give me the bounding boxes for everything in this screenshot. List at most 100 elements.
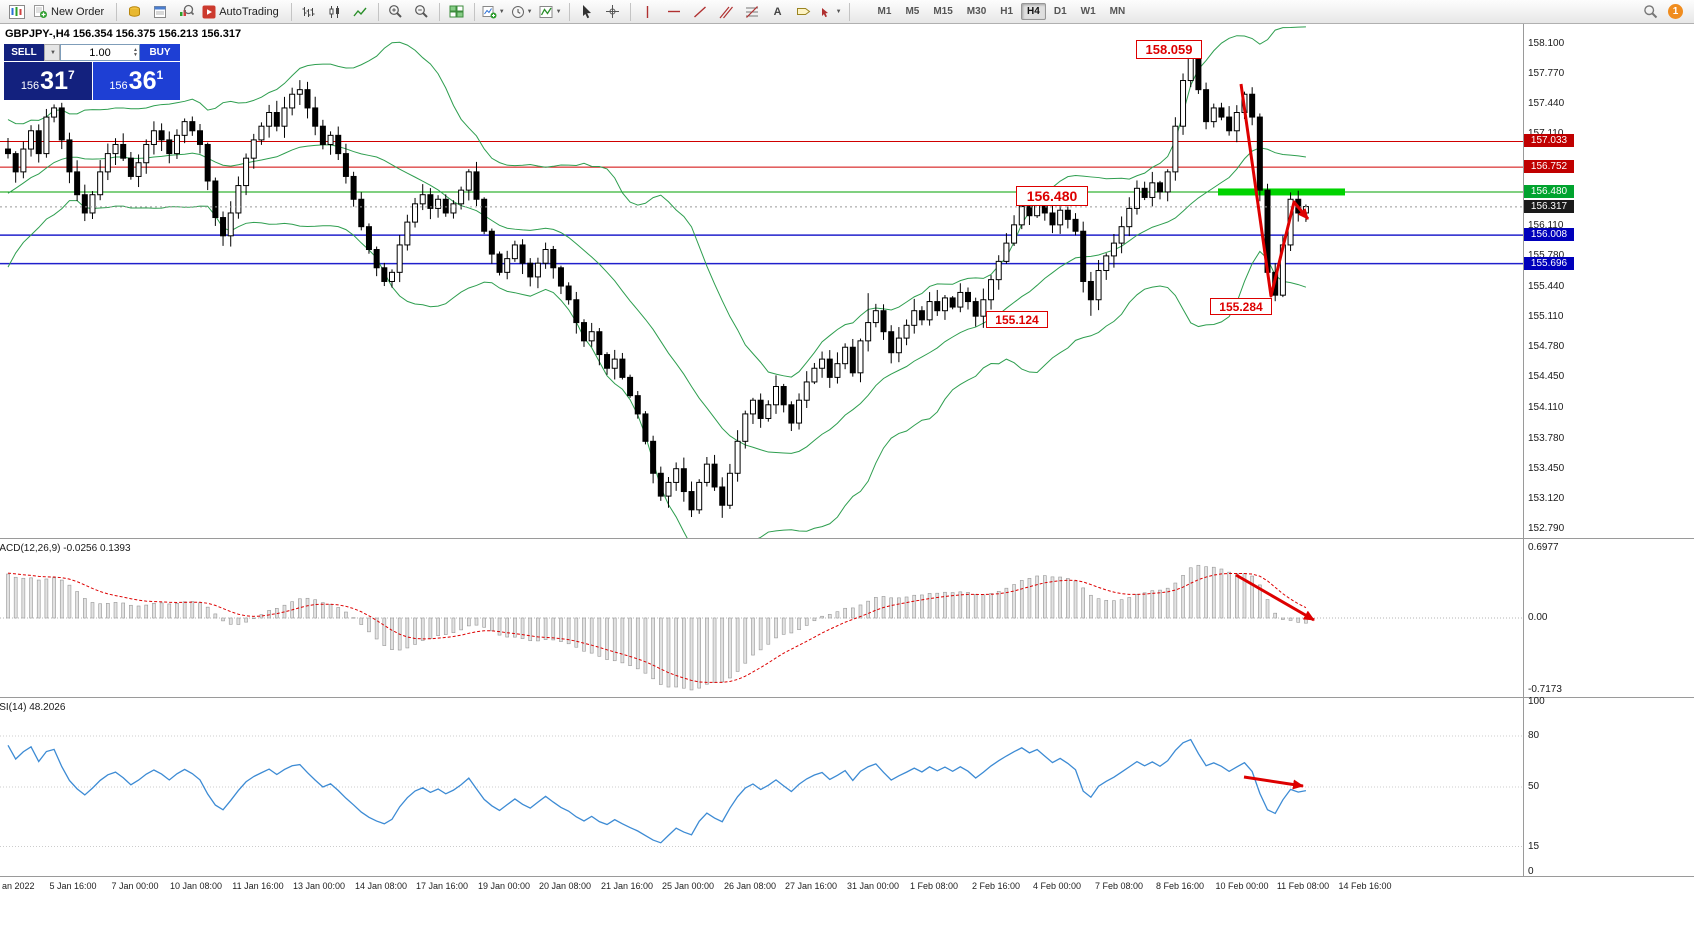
crosshair-icon[interactable] [601, 2, 625, 22]
price-axis-label: 157.110 [1528, 128, 1564, 140]
rsi-axis-label: 50 [1528, 781, 1540, 792]
time-axis-label: 1 Feb 08:00 [909, 881, 959, 891]
label-tool-icon[interactable] [792, 2, 816, 22]
new-order-label: New Order [51, 5, 105, 18]
zoom-in-icon[interactable] [384, 2, 408, 22]
price-axis-label: 154.780 [1528, 341, 1565, 353]
timeframe-mn[interactable]: MN [1109, 6, 1126, 17]
timeframe-m5[interactable]: M5 [905, 6, 920, 17]
time-axis-label: 27 Jan 16:00 [784, 881, 838, 891]
macd-axis-label: 0.00 [1528, 612, 1548, 623]
price-axis-label: 154.110 [1528, 402, 1564, 414]
panel-splitter[interactable] [0, 697, 1694, 698]
time-axis-label: 25 Jan 00:00 [661, 881, 715, 891]
bar-chart-type-icon[interactable] [297, 2, 321, 22]
horizontal-line-tool-icon[interactable] [662, 2, 686, 22]
sell-price-big: 31 [40, 66, 68, 95]
macd-label: MACD(12,26,9) -0.0256 0.1393 [0, 543, 131, 554]
level-lines [0, 140, 1523, 265]
text-tool-icon[interactable]: A [766, 2, 790, 22]
price-axis-label: 155.110 [1528, 311, 1564, 323]
time-axis-label: 5 Jan 16:00 [49, 881, 97, 891]
toolbar-separator [116, 2, 118, 21]
time-axis-label: 11 Feb 08:00 [1276, 881, 1330, 891]
text-tool-glyph: A [773, 5, 782, 18]
deposit-coins-icon[interactable] [122, 2, 146, 22]
trendline-tool-icon[interactable] [688, 2, 712, 22]
macd-axis-label: 0.6977 [1528, 541, 1559, 553]
main-price-chart[interactable] [0, 24, 1523, 538]
channel-tool-icon[interactable] [714, 2, 738, 22]
panel-splitter[interactable] [0, 876, 1694, 877]
line-chart-type-icon[interactable] [349, 2, 373, 22]
new-order-button[interactable]: New Order [31, 2, 111, 22]
chart-window-icon[interactable] [5, 2, 29, 22]
timeframe-w1[interactable]: W1 [1080, 6, 1096, 17]
macd-axis-label: -0.7173 [1528, 684, 1562, 696]
volume-stepper[interactable]: ▲ ▼ [133, 46, 138, 58]
macd-indicator-panel[interactable] [0, 539, 1523, 697]
toolbar-separator [568, 2, 570, 21]
price-callout[interactable]: 158.059 [1136, 40, 1202, 59]
price-tag: 156.480 [1524, 184, 1574, 198]
price-callout[interactable]: 155.284 [1210, 298, 1272, 315]
notification-badge[interactable]: 1 [1668, 4, 1683, 19]
timeframe-h4[interactable]: H4 [1021, 3, 1046, 20]
timeframe-h1[interactable]: H1 [1000, 6, 1014, 17]
time-axis-label: 10 Feb 00:00 [1215, 881, 1269, 891]
time-axis-label: 13 Jan 00:00 [292, 881, 346, 891]
vertical-line-tool-icon[interactable] [636, 2, 660, 22]
chevron-down-icon: ▼ [50, 49, 56, 56]
price-axis-label: 156.110 [1528, 219, 1564, 231]
price-axis-label: 155.780 [1528, 249, 1565, 261]
timeframe-d1[interactable]: D1 [1053, 6, 1067, 17]
period-clock-button[interactable]: ▼ [509, 2, 535, 22]
sell-price[interactable]: 156 31 7 [4, 62, 92, 100]
zoom-out-icon[interactable] [410, 2, 434, 22]
time-axis-label: 21 Jan 16:00 [600, 881, 654, 891]
sell-price-sup: 7 [67, 68, 75, 82]
panel-splitter[interactable] [0, 538, 1694, 539]
new-chart-button[interactable]: ▼ [480, 2, 507, 22]
price-axis-label: 152.790 [1528, 523, 1565, 534]
price-axis-label: 157.770 [1528, 68, 1565, 80]
fibonacci-tool-icon[interactable] [740, 2, 764, 22]
price-callout[interactable]: 155.124 [986, 311, 1048, 328]
candles-layer [5, 46, 1309, 518]
price-axis-label: 156.450 [1528, 188, 1565, 200]
one-click-trading-panel: SELL ▼ 1.00 ▲ ▼ BUY 156 31 7 156 36 1 [4, 44, 180, 100]
search-icon[interactable] [1638, 2, 1662, 22]
cursor-icon[interactable] [575, 2, 599, 22]
sell-price-prefix: 156 [20, 80, 40, 92]
chevron-down-icon: ▼ [498, 8, 505, 15]
time-axis-label: 31 Jan 00:00 [846, 881, 900, 891]
volume-input[interactable]: 1.00 ▲ ▼ [60, 44, 140, 61]
rsi-indicator-panel[interactable] [0, 698, 1523, 876]
order-type-dropdown[interactable]: ▼ [44, 44, 60, 61]
autotrading-button[interactable]: AutoTrading [200, 2, 286, 22]
green-zone [1218, 188, 1345, 196]
timeframe-m1[interactable]: M1 [877, 6, 892, 17]
tile-windows-icon[interactable] [445, 2, 469, 22]
buy-button[interactable]: BUY [140, 44, 180, 61]
buy-price[interactable]: 156 36 1 [92, 62, 180, 100]
time-axis-label: an 2022 [2, 881, 35, 891]
price-callout[interactable]: 156.480 [1016, 186, 1088, 206]
timeframe-m30[interactable]: M30 [966, 6, 987, 17]
rsi-label: RSI(14) 48.2026 [0, 702, 66, 713]
arrows-tool-button[interactable]: ▼ [818, 2, 844, 22]
timeframe-group: M1 M5 M15 M30 H1 H4 D1 W1 MN [871, 3, 1133, 20]
price-tag: 156.752 [1524, 160, 1574, 174]
candlestick-chart-type-icon[interactable] [323, 2, 347, 22]
buy-price-prefix: 156 [109, 80, 128, 92]
indicators-button[interactable]: ▼ [537, 2, 564, 22]
timeframe-m15[interactable]: M15 [933, 6, 953, 17]
toolbar-separator [848, 2, 850, 21]
time-axis-label: 7 Feb 08:00 [1094, 881, 1144, 891]
strategy-tester-icon[interactable] [174, 2, 198, 22]
buy-price-sup: 1 [156, 68, 164, 82]
toolbar-separator [473, 2, 475, 21]
sell-button[interactable]: SELL [4, 44, 44, 61]
reports-icon[interactable] [148, 2, 172, 22]
